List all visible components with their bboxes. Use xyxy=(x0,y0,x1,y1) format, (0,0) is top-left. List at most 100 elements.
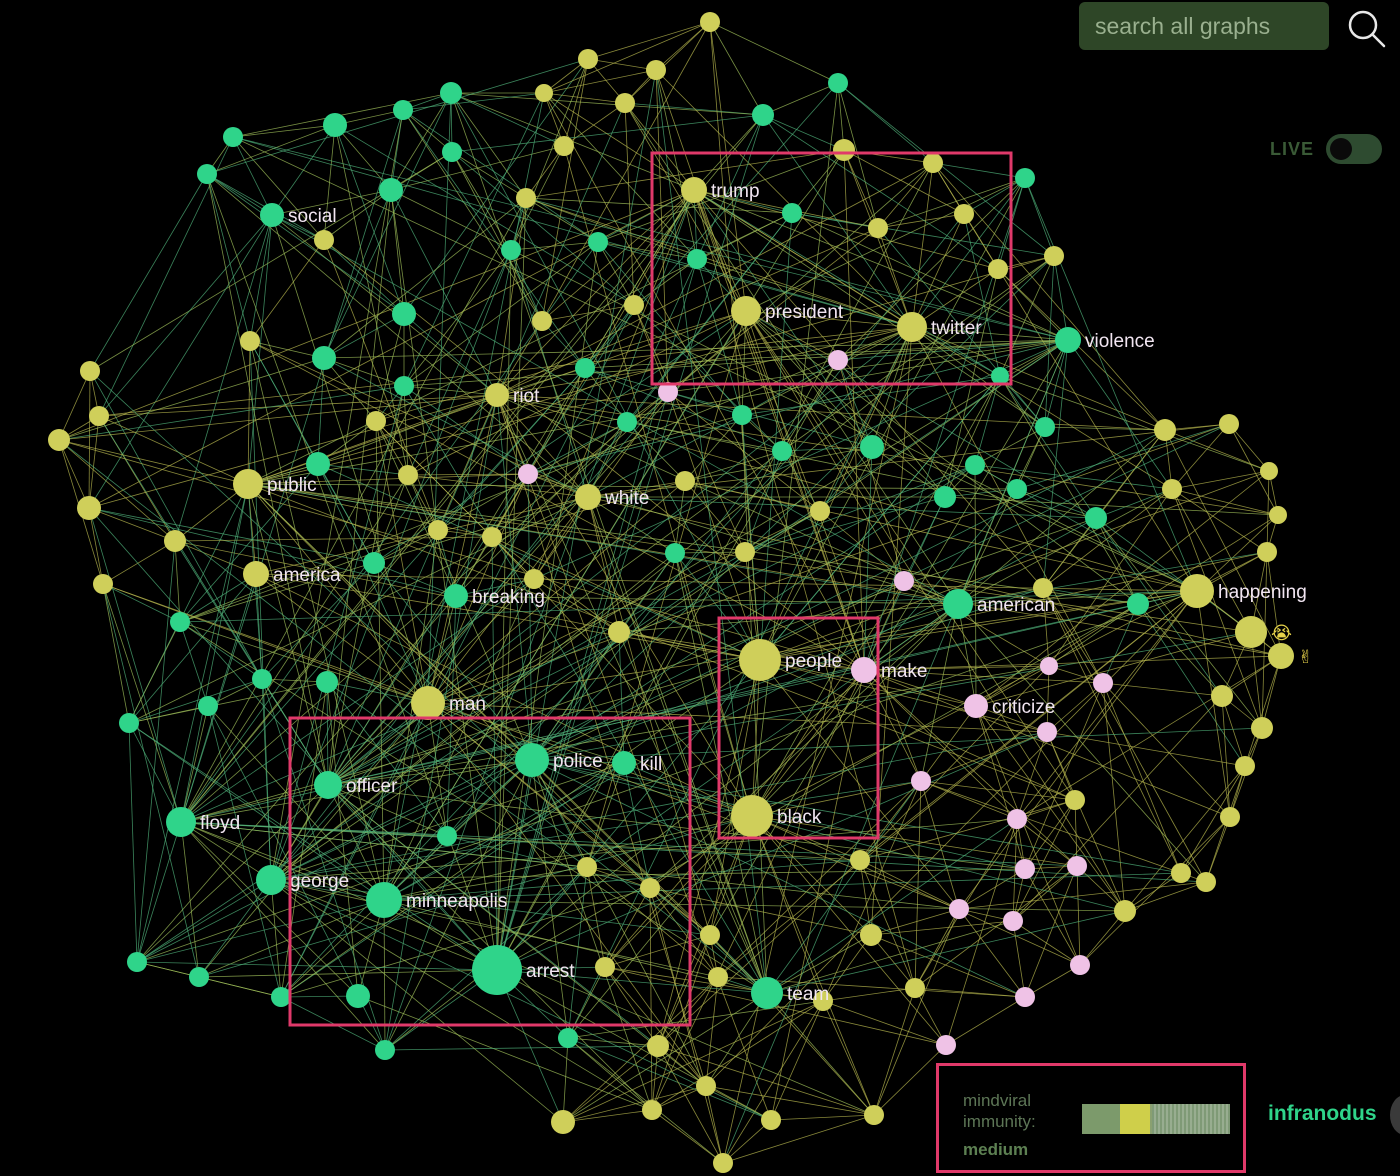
node-a6[interactable] xyxy=(828,73,848,93)
node-a4[interactable] xyxy=(535,84,553,102)
node-a54[interactable] xyxy=(1154,419,1176,441)
node-a111[interactable] xyxy=(696,1076,716,1096)
node-a59[interactable] xyxy=(1257,542,1277,562)
node-a98[interactable] xyxy=(936,1035,956,1055)
node-man[interactable] xyxy=(411,686,445,720)
node-breaking[interactable] xyxy=(444,584,468,608)
search-box[interactable] xyxy=(1079,2,1329,50)
node-a89[interactable] xyxy=(1007,809,1027,829)
node-black[interactable] xyxy=(731,795,773,837)
node-a80[interactable] xyxy=(119,713,139,733)
node-a82[interactable] xyxy=(577,857,597,877)
node-a19[interactable] xyxy=(1015,168,1035,188)
node-a85[interactable] xyxy=(911,771,931,791)
node-kill[interactable] xyxy=(612,751,636,775)
node-a2[interactable] xyxy=(578,49,598,69)
node-a46[interactable] xyxy=(398,465,418,485)
node-a70[interactable] xyxy=(665,543,685,563)
graph-nodes[interactable] xyxy=(48,12,1294,1173)
node-a102[interactable] xyxy=(595,957,615,977)
node-a48[interactable] xyxy=(965,455,985,475)
node-a122[interactable] xyxy=(1251,717,1273,739)
node-a115[interactable] xyxy=(864,1105,884,1125)
node-a71[interactable] xyxy=(735,542,755,562)
node-a50[interactable] xyxy=(1007,479,1027,499)
node-a62[interactable] xyxy=(48,429,70,451)
brand-logo[interactable]: infranodus xyxy=(1268,1102,1377,1125)
node-a88[interactable] xyxy=(1037,722,1057,742)
node-a40[interactable] xyxy=(617,412,637,432)
node-a110[interactable] xyxy=(647,1035,669,1057)
node-a69[interactable] xyxy=(524,569,544,589)
node-happening[interactable] xyxy=(1180,574,1214,608)
node-violence[interactable] xyxy=(1055,327,1081,353)
node-floyd[interactable] xyxy=(166,807,196,837)
node-a64[interactable] xyxy=(164,530,186,552)
node-a34[interactable] xyxy=(575,358,595,378)
node-a21[interactable] xyxy=(868,218,888,238)
node-a58[interactable] xyxy=(1269,506,1287,524)
node-a119[interactable] xyxy=(1196,872,1216,892)
node-a30[interactable] xyxy=(314,230,334,250)
node-a63[interactable] xyxy=(77,496,101,520)
node-arrest[interactable] xyxy=(472,945,522,995)
node-a8[interactable] xyxy=(440,82,462,104)
node-a121[interactable] xyxy=(1235,756,1255,776)
search-icon[interactable] xyxy=(1344,6,1388,50)
node-a16[interactable] xyxy=(554,136,574,156)
node-a22[interactable] xyxy=(782,203,802,223)
node-a94[interactable] xyxy=(1003,911,1023,931)
live-toggle[interactable] xyxy=(1326,134,1383,164)
node-george[interactable] xyxy=(256,865,286,895)
node-a81[interactable] xyxy=(437,826,457,846)
node-a100[interactable] xyxy=(700,925,720,945)
node-a15[interactable] xyxy=(516,188,536,208)
node-a35[interactable] xyxy=(828,350,848,370)
node-a114[interactable] xyxy=(761,1110,781,1130)
node-a84[interactable] xyxy=(850,850,870,870)
node-a73[interactable] xyxy=(894,571,914,591)
node-a77[interactable] xyxy=(252,669,272,689)
node-a49[interactable] xyxy=(934,486,956,508)
node-riot[interactable] xyxy=(485,383,509,407)
node-police[interactable] xyxy=(515,743,549,777)
node-a11[interactable] xyxy=(223,127,243,147)
node-a39[interactable] xyxy=(658,382,678,402)
node-a97[interactable] xyxy=(905,978,925,998)
node-a10[interactable] xyxy=(323,113,347,137)
node-a118[interactable] xyxy=(1171,863,1191,883)
node-a26[interactable] xyxy=(588,232,608,252)
node-a87[interactable] xyxy=(1093,673,1113,693)
node-a109[interactable] xyxy=(558,1028,578,1048)
node-president[interactable] xyxy=(731,296,761,326)
node-emoji1[interactable] xyxy=(1235,616,1267,648)
node-a91[interactable] xyxy=(1015,859,1035,879)
node-a107[interactable] xyxy=(189,967,209,987)
node-a43[interactable] xyxy=(772,441,792,461)
node-a13[interactable] xyxy=(442,142,462,162)
node-a52[interactable] xyxy=(1085,507,1107,529)
node-a12[interactable] xyxy=(197,164,217,184)
node-a117[interactable] xyxy=(1114,900,1136,922)
node-public[interactable] xyxy=(233,469,263,499)
node-a42[interactable] xyxy=(860,435,884,459)
node-a103[interactable] xyxy=(813,991,833,1011)
node-a31[interactable] xyxy=(392,302,416,326)
node-a66[interactable] xyxy=(363,552,385,574)
node-white[interactable] xyxy=(575,484,601,510)
node-a113[interactable] xyxy=(551,1110,575,1134)
node-a5[interactable] xyxy=(615,93,635,113)
node-a27[interactable] xyxy=(501,240,521,260)
node-a3[interactable] xyxy=(646,60,666,80)
node-american[interactable] xyxy=(943,589,973,619)
node-a56[interactable] xyxy=(1162,479,1182,499)
node-minneapolis[interactable] xyxy=(366,882,402,918)
node-a44[interactable] xyxy=(518,464,538,484)
node-social[interactable] xyxy=(260,203,284,227)
node-a1[interactable] xyxy=(700,12,720,32)
node-a18[interactable] xyxy=(923,153,943,173)
node-make[interactable] xyxy=(851,657,877,683)
node-a68[interactable] xyxy=(482,527,502,547)
node-a79[interactable] xyxy=(198,696,218,716)
node-criticize[interactable] xyxy=(964,694,988,718)
